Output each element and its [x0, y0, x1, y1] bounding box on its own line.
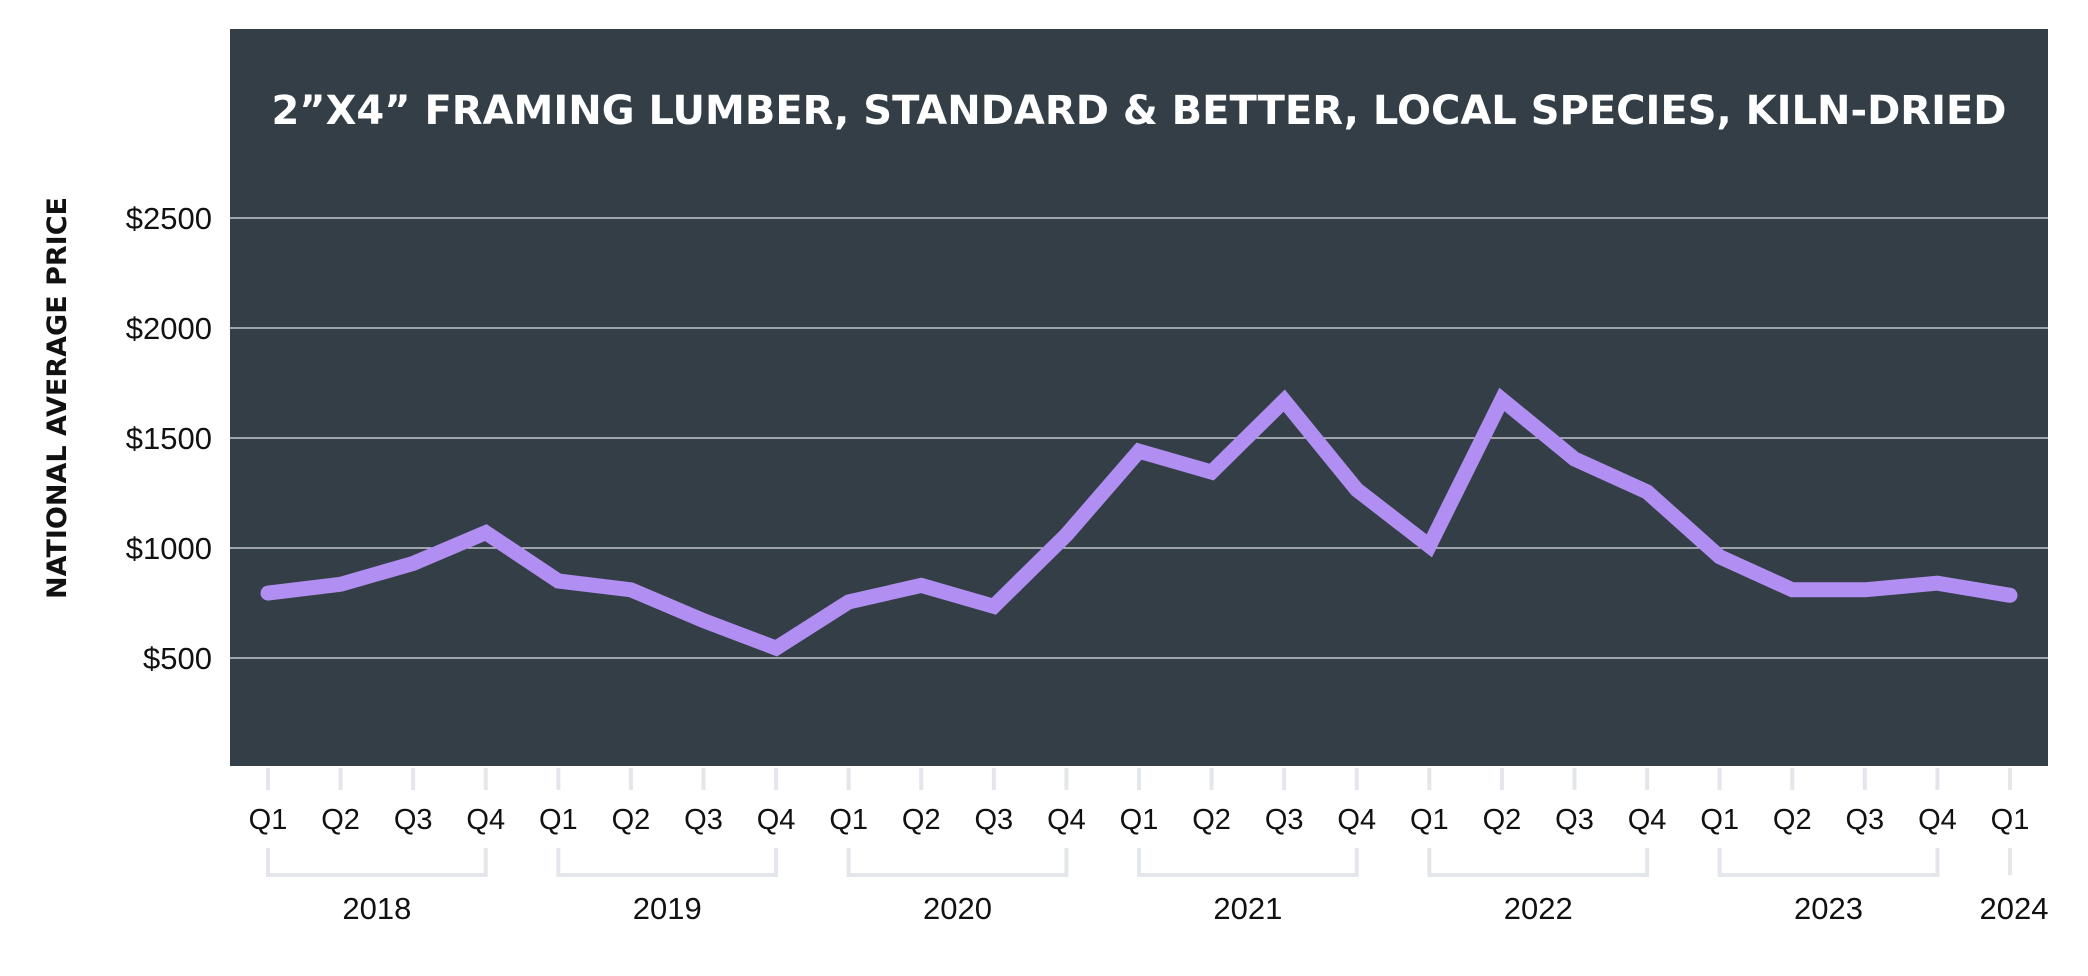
y-tick-label: $2500 [126, 201, 212, 236]
data-point [772, 644, 781, 653]
year-label: 2018 [342, 891, 411, 926]
x-tick-label: Q4 [1918, 804, 1957, 836]
data-point [2006, 591, 2014, 600]
plot-background [230, 29, 2048, 766]
data-point [1280, 396, 1289, 405]
y-tick-label: $1000 [126, 531, 212, 566]
x-tick-label: Q4 [1047, 804, 1086, 836]
data-point [1207, 468, 1216, 477]
x-tick-label: Q1 [539, 804, 578, 836]
year-label: 2021 [1213, 891, 1282, 926]
x-tick-label: Q2 [902, 804, 941, 836]
data-point [1788, 585, 1797, 594]
data-point [989, 602, 998, 611]
data-point [1352, 485, 1361, 494]
year-groups: 2018 2019 2020 2021 2022 2023 2024 [266, 848, 2049, 926]
data-point [844, 597, 853, 606]
x-tick-label: Q2 [612, 804, 651, 836]
x-tick-label: Q2 [1192, 804, 1231, 836]
year-bracket [1137, 848, 1359, 877]
x-tick-label: Q4 [757, 804, 796, 836]
data-point [1570, 454, 1579, 463]
x-tick-label: Q2 [1483, 804, 1522, 836]
data-point [1933, 579, 1942, 588]
year-bracket [266, 848, 488, 877]
y-tick-label: $500 [143, 641, 212, 676]
gridlines [230, 217, 2048, 659]
x-tick-label: Q1 [1991, 804, 2030, 836]
data-point [264, 589, 272, 598]
y-tick-labels: $500 $1000 $1500 $2000 $2500 [126, 201, 212, 676]
data-point [1062, 530, 1071, 539]
year-label: 2022 [1504, 891, 1573, 926]
year-label: 2020 [923, 891, 992, 926]
x-tick-label: Q1 [829, 804, 868, 836]
x-tick-label: Q2 [321, 804, 360, 836]
year-label: 2024 [1980, 891, 2049, 926]
x-tick-label: Q3 [1265, 804, 1304, 836]
data-point [917, 581, 926, 590]
year-label: 2019 [633, 891, 702, 926]
price-series [260, 387, 2018, 657]
x-tick-label: Q3 [974, 804, 1013, 836]
y-axis-label: NATIONAL AVERAGE PRICE [42, 197, 73, 599]
x-tick-label: Q3 [1555, 804, 1594, 836]
data-point [554, 577, 563, 585]
year-bracket [1427, 848, 1650, 877]
year-bracket [1717, 848, 1940, 877]
x-tick-label: Q3 [684, 804, 723, 836]
data-point [1425, 541, 1434, 550]
x-tick-label: Q1 [249, 804, 288, 836]
data-point [409, 559, 418, 568]
x-tick-label: Q4 [1337, 804, 1376, 836]
data-point [699, 616, 708, 625]
x-tick-label: Q3 [394, 804, 433, 836]
x-tick-label: Q1 [1410, 804, 1449, 836]
data-point [481, 528, 490, 537]
data-point [1135, 447, 1143, 456]
x-tick-label: Q4 [1628, 804, 1667, 836]
x-tick-label: Q2 [1773, 804, 1812, 836]
data-point [1643, 487, 1652, 496]
x-tick-labels: Q1 Q2 Q3 Q4 Q1 Q2 Q3 Q4 Q1 Q2 Q3 Q4 Q1 Q2 Q3 Q4 Q1 Q2 Q3 Q4… [249, 768, 2030, 836]
data-point [1497, 395, 1506, 404]
data-point [626, 585, 635, 594]
year-bracket [556, 848, 779, 877]
data-point [1715, 552, 1724, 561]
x-tick-label: Q1 [1700, 804, 1739, 836]
data-point [336, 580, 345, 589]
x-tick-label: Q1 [1120, 804, 1159, 836]
chart-title: 2”X4” FRAMING LUMBER, STANDARD & BETTER,… [271, 88, 2006, 134]
data-point [1860, 585, 1869, 594]
x-tick-label: Q4 [466, 804, 505, 836]
year-bracket [846, 848, 1069, 877]
x-tick-label: Q3 [1845, 804, 1884, 836]
year-label: 2023 [1794, 891, 1863, 926]
y-tick-label: $1500 [126, 421, 212, 456]
y-tick-label: $2000 [126, 311, 212, 346]
